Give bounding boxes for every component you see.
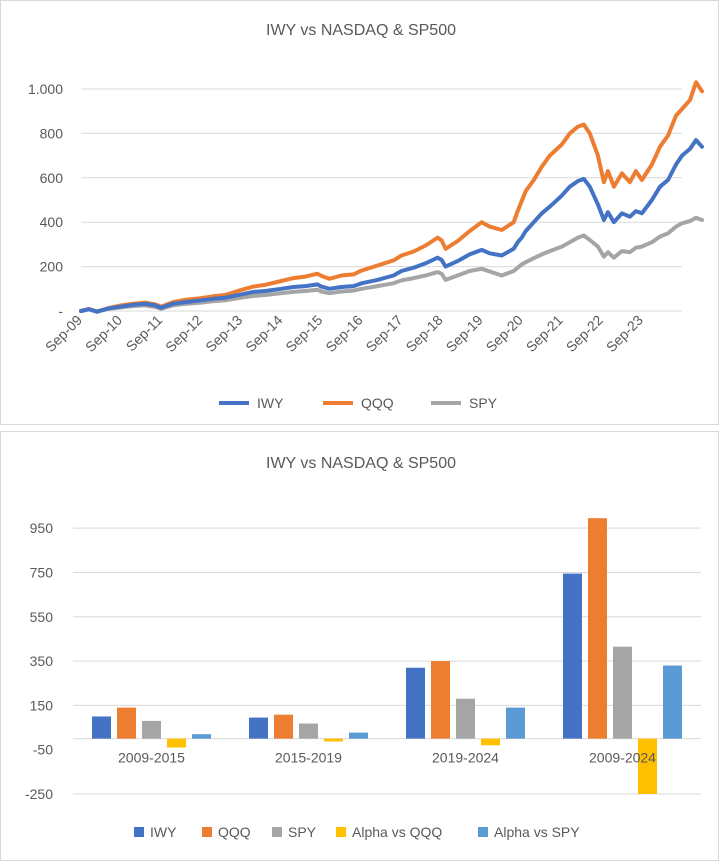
line-x-tick-label: Sep-22	[563, 312, 606, 355]
bar-alpha-vs-qqq-2009-2015	[167, 738, 186, 748]
bar-qqq-2009-2015	[117, 707, 136, 739]
line-x-tick-label: Sep-15	[282, 312, 325, 355]
bar-y-tick-label: 950	[30, 520, 54, 536]
bar-iwy-2009-2015	[92, 716, 111, 739]
bar-y-tick-label: -50	[33, 742, 53, 758]
bar-iwy-2019-2024	[406, 667, 425, 739]
line-x-tick-label: Sep-19	[443, 312, 486, 355]
line-y-tick-label: -	[58, 303, 63, 319]
bar-y-tick-label: 750	[30, 564, 54, 580]
line-y-tick-label: 800	[40, 125, 64, 141]
bar-y-tick-label: 150	[30, 697, 54, 713]
line-chart-title: IWY vs NASDAQ & SP500	[266, 22, 456, 39]
bar-alpha-vs-spy-2009-2024	[663, 665, 682, 739]
line-x-tick-label: Sep-10	[82, 312, 125, 355]
line-y-tick-label: 200	[40, 259, 64, 275]
line-x-tick-label: Sep-13	[202, 312, 245, 355]
legend-swatch-iwy	[134, 827, 144, 837]
legend-label-alpha-vs-spy: Alpha vs SPY	[494, 824, 580, 840]
bar-alpha-vs-spy-2019-2024	[506, 707, 525, 739]
line-x-tick-label: Sep-09	[42, 312, 85, 355]
bar-spy-2015-2019	[299, 723, 318, 739]
legend-label-spy: SPY	[288, 824, 317, 840]
line-x-tick-label: Sep-16	[322, 312, 365, 355]
line-x-tick-label: Sep-18	[402, 312, 445, 355]
bar-iwy-2015-2019	[249, 717, 268, 739]
bar-chart-title: IWY vs NASDAQ & SP500	[266, 455, 456, 472]
line-chart: IWY vs NASDAQ & SP500 - 200 400 600 800 1.000…	[28, 22, 704, 411]
line-chart-legend: IWY QQQ SPY	[219, 395, 498, 411]
bar-chart-y-axis: -250 -50 150 350 550 750 950	[25, 520, 53, 802]
bar-chart: IWY vs NASDAQ & SP500 -250 -50 150 350 550 75…	[25, 455, 701, 840]
line-x-tick-label: Sep-11	[123, 312, 166, 355]
bar-chart-legend: IWY QQQ SPY Alpha vs QQQ Alpha vs SPY	[134, 824, 580, 840]
line-chart-y-axis: - 200 400 600 800 1.000	[28, 81, 63, 319]
legend-swatch-alpha-vs-spy	[478, 827, 488, 837]
bar-alpha-vs-qqq-2019-2024	[481, 738, 500, 746]
line-chart-panel: IWY vs NASDAQ & SP500 - 200 400 600 800 1.000…	[0, 0, 719, 425]
line-chart-gridlines	[81, 88, 682, 312]
legend-swatch-alpha-vs-qqq	[336, 827, 346, 837]
legend-label-spy: SPY	[469, 395, 498, 411]
bar-chart-panel: IWY vs NASDAQ & SP500 -250 -50 150 350 550 75…	[0, 431, 719, 861]
bar-alpha-vs-spy-2009-2015	[192, 734, 211, 739]
bar-spy-2019-2024	[456, 698, 475, 739]
line-x-tick-label: Sep-21	[523, 312, 566, 355]
bar-qqq-2019-2024	[431, 661, 450, 739]
bar-spy-2009-2015	[142, 720, 161, 739]
bar-qqq-2009-2024	[588, 518, 607, 739]
line-x-tick-label: Sep-20	[483, 312, 526, 355]
bar-iwy-2009-2024	[563, 573, 582, 739]
line-y-tick-label: 600	[40, 170, 64, 186]
line-x-tick-label: Sep-14	[242, 312, 285, 355]
bar-category-label: 2009-2015	[118, 750, 185, 766]
bar-alpha-vs-qqq-2009-2024	[638, 738, 657, 794]
bar-chart-bars	[92, 518, 682, 794]
legend-swatch-spy	[272, 827, 282, 837]
bar-spy-2009-2024	[613, 646, 632, 739]
legend-label-alpha-vs-qqq: Alpha vs QQQ	[352, 824, 442, 840]
legend-label-iwy: IWY	[257, 395, 284, 411]
line-y-tick-label: 1.000	[28, 81, 63, 97]
bar-qqq-2015-2019	[274, 714, 293, 739]
bar-alpha-vs-qqq-2015-2019	[324, 738, 343, 742]
bar-chart-x-axis: 2009-2015 2015-2019 2019-2024 2009-2024	[118, 750, 656, 766]
series-line-spy	[79, 215, 704, 314]
bar-y-tick-label: 350	[30, 653, 54, 669]
line-x-tick-label: Sep-17	[362, 312, 405, 355]
legend-label-qqq: QQQ	[361, 395, 394, 411]
line-x-tick-label: Sep-12	[162, 312, 205, 355]
series-line-qqq	[79, 80, 704, 314]
series-line-iwy	[79, 138, 704, 314]
bar-category-label: 2015-2019	[275, 750, 342, 766]
bar-y-tick-label: 550	[30, 609, 54, 625]
bar-alpha-vs-spy-2015-2019	[349, 732, 368, 739]
legend-label-iwy: IWY	[150, 824, 177, 840]
bar-category-label: 2019-2024	[432, 750, 499, 766]
legend-label-qqq: QQQ	[218, 824, 251, 840]
bar-y-tick-label: -250	[25, 786, 53, 802]
legend-swatch-qqq	[202, 827, 212, 837]
line-x-tick-label: Sep-23	[603, 312, 646, 355]
line-chart-x-axis: Sep-09Sep-10Sep-11Sep-12Sep-13Sep-14Sep-…	[42, 312, 646, 355]
bar-category-label: 2009-2024	[589, 750, 656, 766]
line-chart-series	[79, 80, 704, 314]
line-y-tick-label: 400	[40, 214, 64, 230]
